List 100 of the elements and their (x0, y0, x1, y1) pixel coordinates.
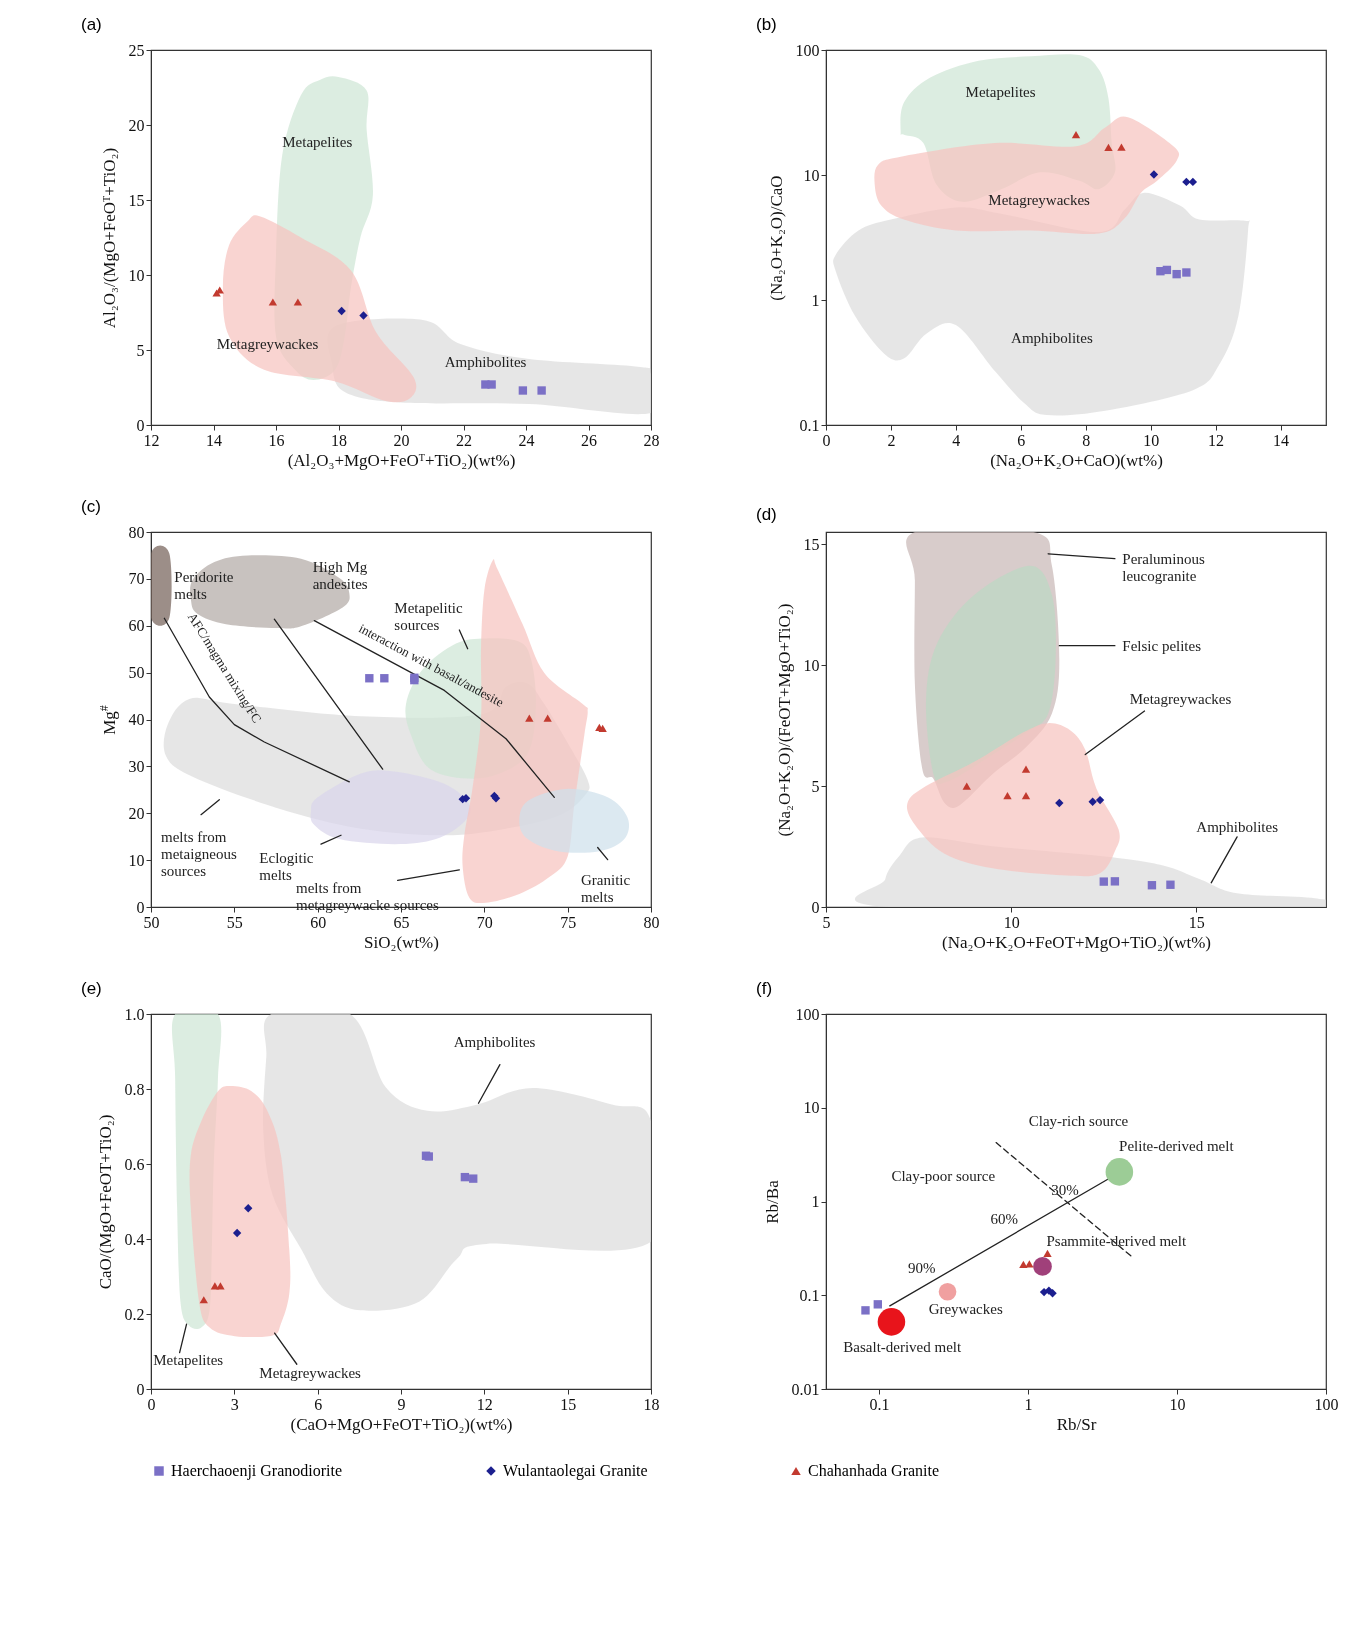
annotation: Metapelites (282, 133, 353, 150)
legend-label: Chahanhada Granite (808, 1462, 940, 1479)
x-tick-label: 100 (1314, 1395, 1339, 1413)
annotation: 30% (1051, 1181, 1079, 1198)
y-tick-label: 15 (803, 535, 820, 553)
x-tick-label: 18 (643, 1395, 660, 1413)
annotation: Metagreywackes (988, 192, 1091, 209)
y-tick-label: 25 (128, 41, 145, 59)
x-axis-title: (Al₂O₃+MgO+FeOᵀ+TiO₂)(wt%) (287, 450, 516, 470)
x-tick-label: 12 (476, 1395, 493, 1413)
x-tick-label: 0 (147, 1395, 156, 1413)
x-tick-label: 16 (268, 431, 285, 449)
y-tick-label: 0.6 (124, 1155, 145, 1173)
x-tick-label: 6 (1017, 431, 1026, 449)
chart-title: (f) (756, 979, 773, 998)
y-tick-label: 0 (136, 1380, 145, 1398)
x-tick-label: 18 (331, 431, 347, 449)
y-tick-label: 20 (128, 804, 145, 822)
y-tick-label: 70 (128, 570, 145, 588)
annotation: Peridorite melts (174, 568, 234, 602)
annotation: High Mg andesites (312, 559, 368, 593)
x-tick-label: 26 (581, 431, 597, 449)
x-tick-label: 14 (1273, 431, 1290, 449)
chart-title: (b) (756, 15, 777, 34)
x-tick-label: 10 (1169, 1395, 1186, 1413)
annotation: Basalt-derived melt (843, 1339, 963, 1356)
y-tick-label: 10 (803, 166, 820, 184)
x-tick-label: 75 (560, 913, 577, 931)
legend-label: Haerchaoenji Granodiorite (171, 1462, 343, 1480)
annotation: Greywackes (928, 1300, 1003, 1317)
x-tick-label: 6 (314, 1395, 323, 1413)
y-tick-label: 100 (795, 1005, 820, 1023)
x-tick-label: 1 (1024, 1395, 1033, 1413)
annotation: Metagreywackes (216, 336, 319, 352)
x-tick-label: 4 (952, 431, 961, 449)
x-tick-label: 28 (643, 431, 660, 449)
x-tick-label: 55 (226, 913, 243, 931)
y-tick-label: 100 (795, 41, 820, 59)
y-tick-label: 5 (811, 777, 820, 795)
annotation: Clay-poor source (891, 1167, 996, 1184)
annotation: 90% (907, 1260, 936, 1277)
x-tick-label: 12 (143, 431, 160, 449)
annotation: Amphibolites (1011, 329, 1093, 346)
x-axis-title: (Na₂O+K₂O+FeOT+MgO+TiO₂)(wt%) (942, 932, 1211, 952)
x-axis-title: Rb/Sr (1056, 1414, 1097, 1434)
y-tick-label: 30 (128, 757, 145, 775)
y-tick-label: 0.4 (124, 1230, 145, 1248)
x-tick-label: 15 (1188, 913, 1205, 931)
x-tick-label: 22 (456, 431, 472, 449)
x-tick-label: 8 (1082, 431, 1091, 449)
y-tick-label: 0.8 (124, 1080, 145, 1098)
x-tick-label: 14 (206, 431, 222, 449)
x-tick-label: 24 (518, 431, 535, 449)
y-tick-label: 10 (803, 656, 820, 674)
annotation: Pelite-derived melt (1119, 1137, 1235, 1154)
y-tick-label: 10 (128, 851, 145, 869)
x-axis-title: (Na₂O+K₂O+CaO)(wt%) (990, 450, 1163, 470)
y-tick-label: 0 (136, 416, 145, 434)
y-tick-label: 5 (136, 341, 145, 359)
x-tick-label: 80 (643, 913, 660, 931)
x-tick-label: 12 (1208, 431, 1225, 449)
annotation: Psammite-derived melt (1046, 1232, 1187, 1249)
y-tick-label: 10 (128, 266, 145, 284)
y-axis-title: Rb/Ba (762, 1179, 782, 1224)
y-tick-label: 0.1 (799, 416, 820, 434)
y-tick-label: 40 (128, 711, 145, 728)
y-tick-label: 0.01 (791, 1380, 820, 1398)
x-tick-label: 0.1 (869, 1395, 890, 1413)
annotation: 60% (990, 1210, 1019, 1227)
annotation: Metapelites (965, 84, 1036, 101)
x-axis-title: (CaO+MgO+FeOT+TiO₂)(wt%) (290, 1414, 513, 1434)
y-tick-label: 1.0 (124, 1005, 145, 1023)
annotation: Felsic pelites (1122, 637, 1202, 654)
annotation: Peraluminous leucogranite (1122, 550, 1205, 584)
x-tick-label: 15 (560, 1395, 577, 1413)
y-tick-label: 50 (128, 664, 145, 682)
x-tick-label: 2 (887, 431, 896, 449)
x-tick-label: 5 (822, 913, 831, 931)
annotation: melts from metaigneous sources (161, 829, 237, 880)
x-tick-label: 20 (393, 431, 410, 449)
x-tick-label: 65 (393, 913, 410, 931)
chart-title: (a) (81, 15, 102, 34)
y-tick-label: 20 (128, 116, 145, 134)
y-axis-title: Al₂O₃/(MgO+FeOᵀ+TiO₂) (99, 147, 119, 329)
x-tick-label: 10 (1003, 913, 1020, 931)
x-tick-label: 60 (310, 913, 327, 931)
y-tick-label: 1 (811, 1193, 820, 1210)
y-tick-label: 0 (136, 898, 145, 916)
annotation: Metapelites (153, 1351, 224, 1368)
x-tick-label: 70 (476, 913, 493, 931)
annotation: Amphibolites (1196, 819, 1279, 836)
y-tick-label: 0.2 (124, 1305, 145, 1323)
chart-title: (d) (756, 505, 777, 524)
y-tick-label: 15 (128, 191, 145, 209)
chart-title: (e) (81, 979, 102, 998)
annotation: Metagreywackes (259, 1364, 362, 1381)
x-tick-label: 0 (822, 431, 831, 449)
x-tick-label: 10 (1143, 431, 1160, 449)
annotation: Metagreywackes (1129, 690, 1232, 707)
y-axis-title: (Na₂O+K₂O)/CaO (766, 175, 786, 301)
